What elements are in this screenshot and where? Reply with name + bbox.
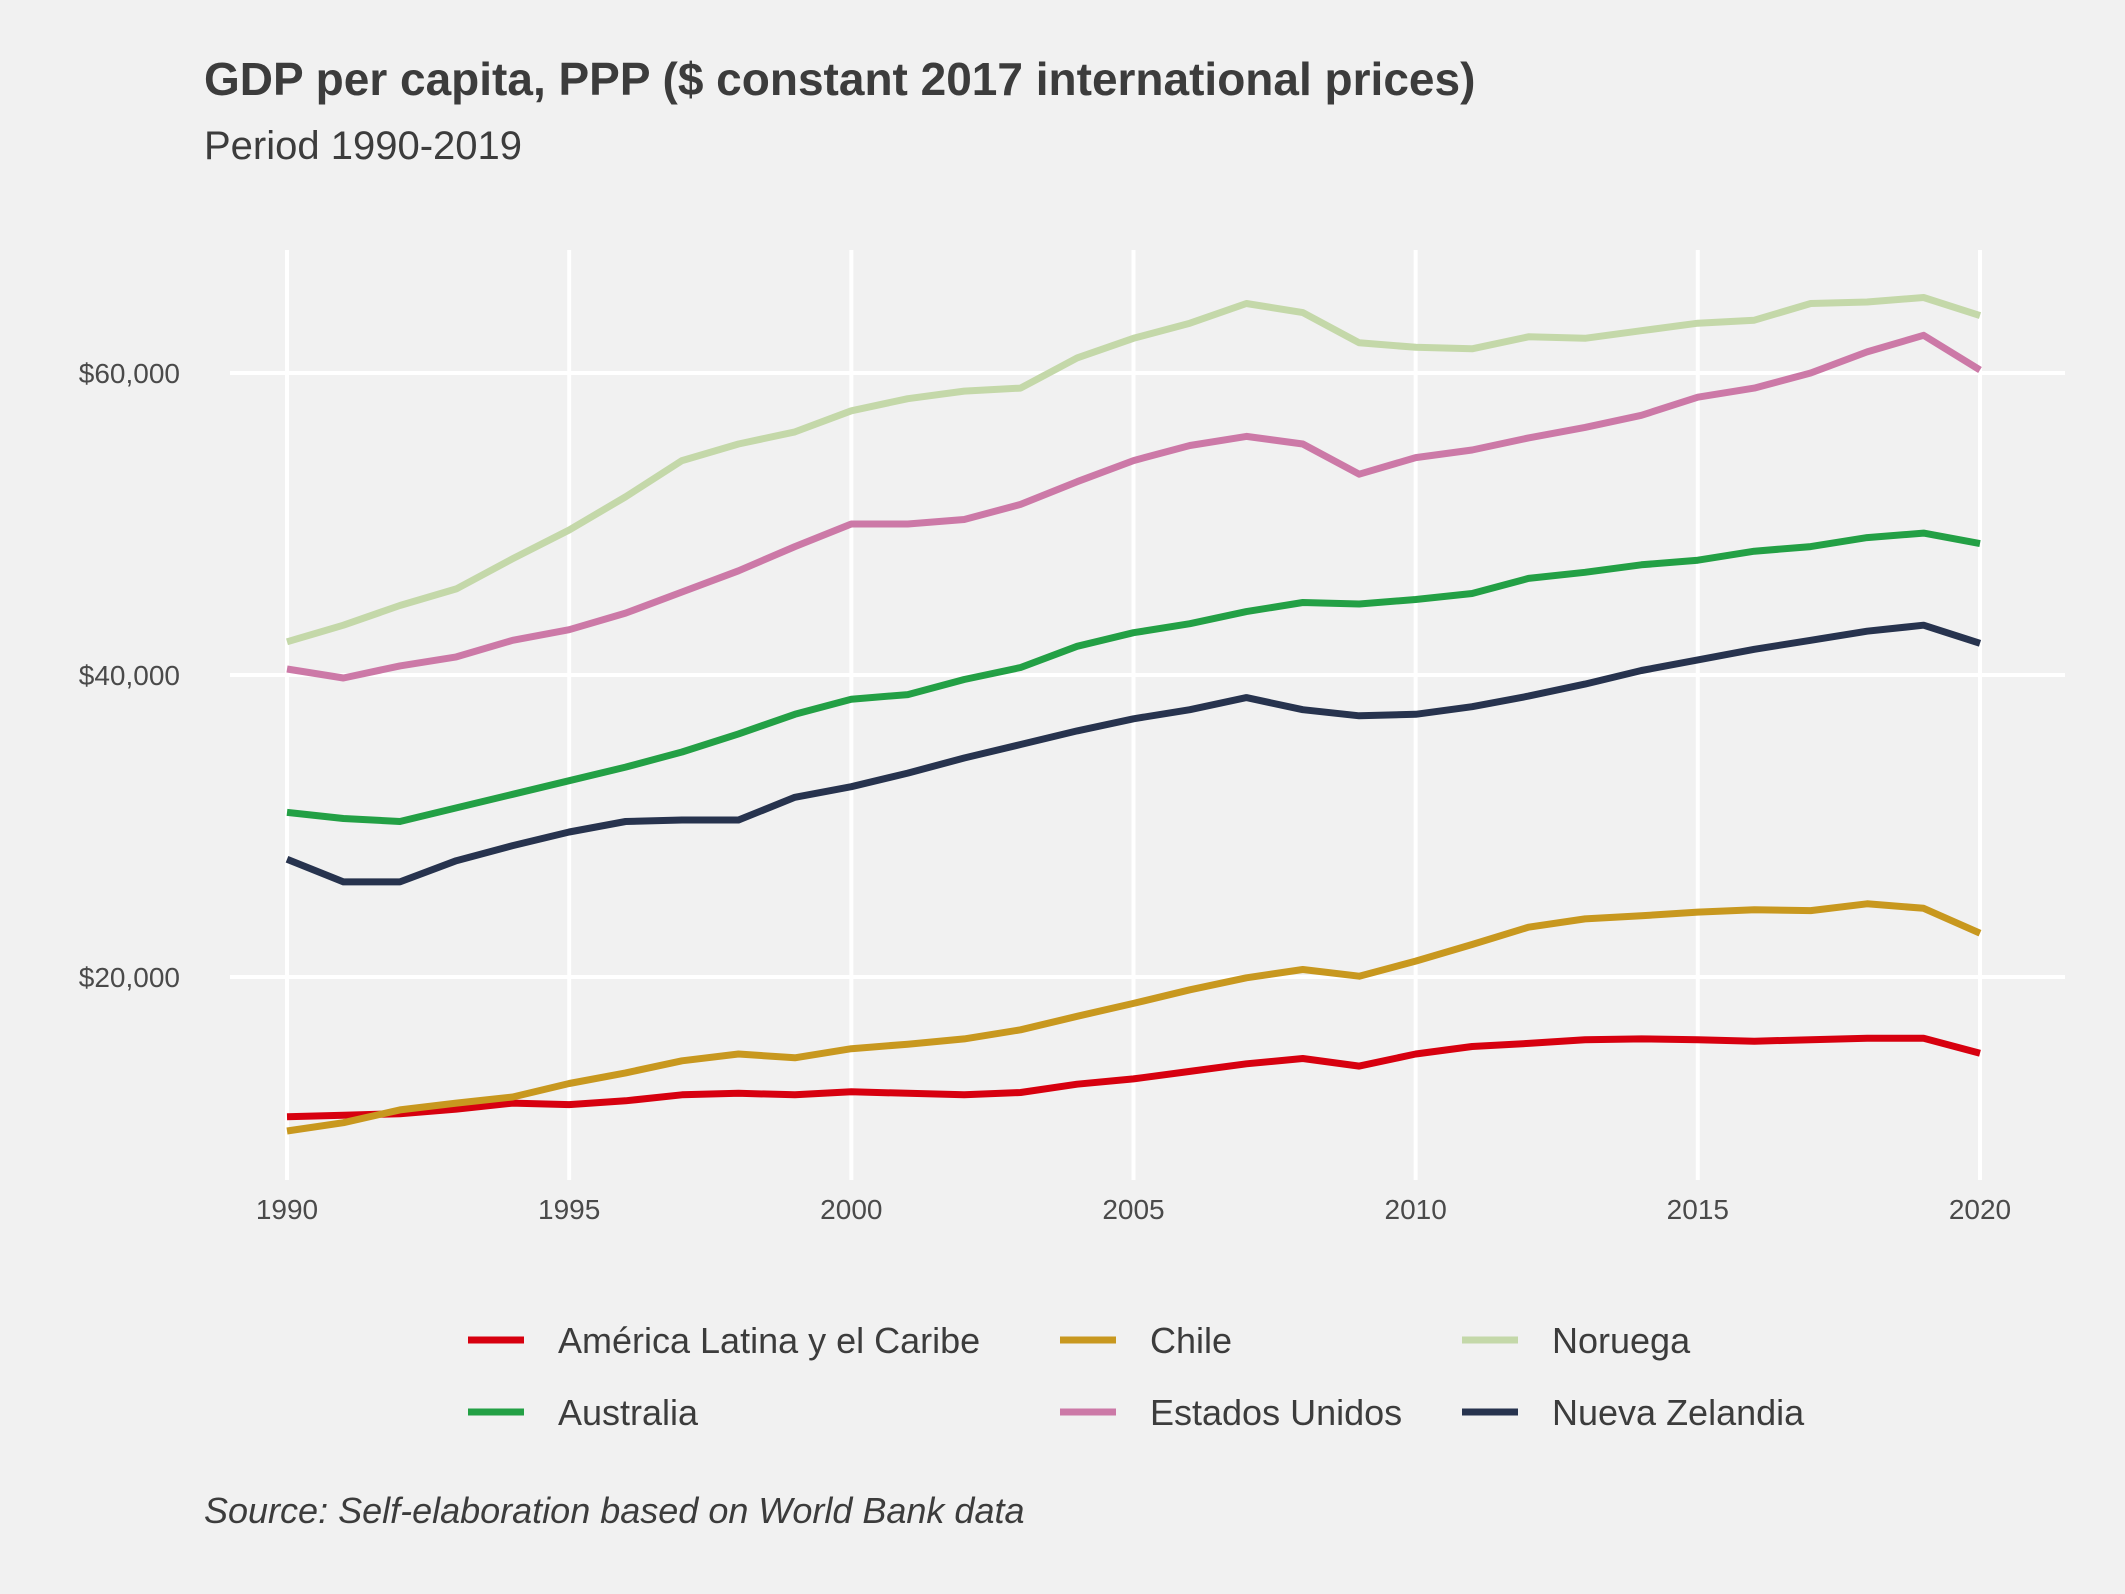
- legend-item: Australia: [468, 1392, 699, 1433]
- x-tick-label: 2010: [1385, 1194, 1447, 1225]
- legend-label: América Latina y el Caribe: [558, 1320, 980, 1361]
- legend-item: Chile: [1060, 1320, 1232, 1361]
- series-line: [286, 294, 1982, 646]
- x-tick-label: 1995: [538, 1194, 600, 1225]
- legend-label: Estados Unidos: [1150, 1392, 1402, 1433]
- y-tick-label: $20,000: [79, 962, 180, 993]
- grid: [230, 250, 2065, 1180]
- legend-item: Nueva Zelandia: [1462, 1392, 1805, 1433]
- series-line: [286, 331, 1982, 682]
- y-tick-label: $40,000: [79, 660, 180, 691]
- chart-caption: Source: Self-elaboration based on World …: [204, 1490, 1025, 1531]
- series-line: [285, 621, 1982, 886]
- legend-item: América Latina y el Caribe: [468, 1320, 980, 1361]
- axes: 1990 1995 2000 2005 2010 2015 2020 $20,000 $40,0…: [79, 358, 2011, 1225]
- legend-label: Noruega: [1552, 1320, 1691, 1361]
- legend-label: Nueva Zelandia: [1552, 1392, 1805, 1433]
- x-tick-label: 1990: [256, 1194, 318, 1225]
- series-line: [286, 529, 1981, 825]
- y-tick-label: $60,000: [79, 358, 180, 389]
- x-tick-label: 2020: [1949, 1194, 2011, 1225]
- series-lines: [285, 294, 1982, 1135]
- legend-item: Noruega: [1462, 1320, 1691, 1361]
- legend-label: Australia: [558, 1392, 699, 1433]
- x-tick-label: 2005: [1102, 1194, 1164, 1225]
- x-tick-label: 2000: [820, 1194, 882, 1225]
- legend-item: Estados Unidos: [1060, 1392, 1402, 1433]
- chart-subtitle: Period 1990-2019: [204, 124, 523, 168]
- legend: América Latina y el Caribe Chile Noruega Au…: [468, 1320, 1805, 1433]
- x-tick-label: 2015: [1667, 1194, 1729, 1225]
- series-line: [286, 1034, 1981, 1121]
- chart-title: GDP per capita, PPP ($ constant 2017 int…: [204, 53, 1476, 105]
- series-line: [286, 900, 1982, 1135]
- legend-label: Chile: [1150, 1320, 1232, 1361]
